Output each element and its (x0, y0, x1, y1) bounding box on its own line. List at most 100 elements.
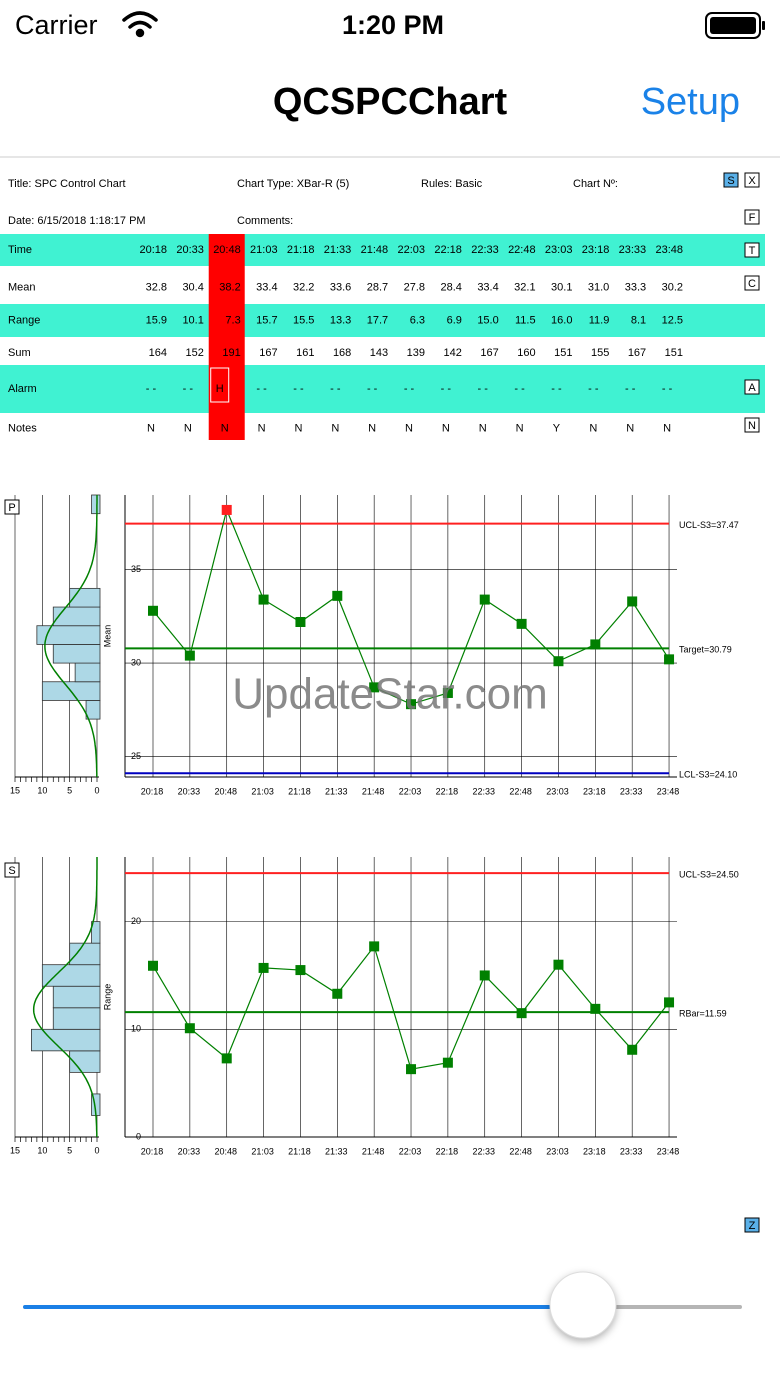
cell: 32.1 (514, 281, 535, 293)
setup-button[interactable]: Setup (641, 81, 740, 123)
slider-thumb[interactable] (549, 1271, 617, 1339)
row-label: Sum (8, 347, 31, 359)
x-tick-label: 21:33 (325, 1146, 348, 1156)
control-limit-label: LCL-S3=24.10 (679, 770, 737, 780)
cell: 161 (296, 347, 314, 359)
wifi-icon (122, 11, 158, 38)
cell: 168 (333, 347, 351, 359)
buttons: S X F T C A N P S Z (4, 172, 760, 1233)
x-tick-label: 22:33 (472, 786, 495, 796)
cell: 11.9 (589, 314, 610, 326)
cell: 7.3 (225, 314, 240, 326)
x-tick-label: 22:48 (509, 786, 532, 796)
cell: 15.0 (477, 314, 498, 326)
data-point (221, 1053, 232, 1064)
cell: 22:18 (434, 244, 462, 256)
cell: 22:03 (397, 244, 425, 256)
button-box (4, 862, 20, 878)
toggle-button[interactable]: N (744, 417, 760, 433)
hist-bar (69, 942, 101, 966)
button-label: X (748, 175, 756, 187)
button-box (744, 242, 760, 258)
header-chart-no: Chart Nº: (573, 178, 618, 190)
y-tick-label: 25 (131, 751, 141, 761)
hist-bar (30, 1028, 101, 1052)
cell: 12.5 (662, 314, 683, 326)
data-point (442, 687, 453, 698)
toggle-button[interactable]: S (4, 862, 20, 878)
cell: - - (588, 383, 599, 395)
toggle-button[interactable]: A (744, 379, 760, 395)
hist-x-tick-label: 5 (67, 785, 72, 795)
data-point (553, 959, 564, 970)
toggle-button[interactable]: F (744, 209, 760, 225)
cell: 152 (186, 347, 204, 359)
y-tick-label: 35 (131, 564, 141, 574)
y-axis-label: Mean (102, 625, 112, 648)
y-tick-label: 10 (131, 1024, 141, 1034)
hist-bar (74, 662, 101, 683)
toggle-button[interactable]: S (723, 172, 739, 188)
zoom-slider[interactable] (23, 1271, 742, 1339)
cell: 30.4 (182, 281, 203, 293)
data-point (406, 1064, 417, 1075)
data-point (627, 1044, 638, 1055)
hist-bar (91, 494, 101, 515)
button-label: F (749, 212, 756, 224)
cell: - - (146, 383, 157, 395)
cell: 38.2 (219, 281, 240, 293)
cell: N (258, 422, 266, 434)
cell: 167 (480, 347, 498, 359)
cell: H (216, 383, 224, 395)
cell: 21:33 (324, 244, 352, 256)
hist-bar (91, 921, 101, 944)
normal-curve (44, 495, 98, 777)
x-tick-label: 21:48 (362, 1146, 385, 1156)
x-tick-label: 22:18 (436, 786, 459, 796)
cell: 33.4 (256, 281, 277, 293)
cell: 155 (591, 347, 609, 359)
data-point (148, 960, 158, 971)
cell: 23:33 (619, 244, 647, 256)
hist-bar (41, 964, 101, 987)
alarm-flag-box (210, 367, 230, 403)
x-tick-label: 21:33 (325, 786, 348, 796)
x-tick-label: 20:33 (178, 786, 201, 796)
toggle-button[interactable]: T (744, 242, 760, 258)
carrier: Carrier (15, 10, 98, 40)
toggle-button[interactable]: P (4, 499, 20, 515)
highlight-column (208, 234, 245, 440)
data-point (553, 656, 564, 667)
toggle-button[interactable]: X (744, 172, 760, 188)
cell: 10.1 (182, 314, 203, 326)
cell: N (405, 422, 413, 434)
hist-x-tick-label: 15 (10, 785, 20, 795)
hist-x-tick-label: 10 (37, 1145, 47, 1155)
toggle-button[interactable]: Z (744, 1217, 760, 1233)
x-tick-label: 23:18 (583, 786, 606, 796)
cell: - - (404, 383, 415, 395)
button-box (744, 379, 760, 395)
cell: 32.2 (293, 281, 314, 293)
toggle-button[interactable]: C (744, 275, 760, 291)
data-point (442, 1057, 453, 1068)
control-limit-label: UCL-S3=37.47 (679, 520, 739, 530)
cell: 27.8 (404, 281, 425, 293)
y-tick-label: 20 (131, 916, 141, 926)
cell: 33.4 (477, 281, 498, 293)
x-tick-label: 22:33 (472, 1146, 495, 1156)
x-tick-label: 20:18 (141, 1146, 164, 1156)
cell: 20:33 (176, 244, 204, 256)
data-point (258, 962, 269, 973)
cell: 23:18 (582, 244, 610, 256)
hist-x-tick-label: 15 (10, 1145, 20, 1155)
hist-bar (52, 644, 101, 664)
data-point (258, 594, 269, 605)
x-tick-label: 20:33 (178, 1146, 201, 1156)
cell: 160 (517, 347, 535, 359)
cell: 31.0 (588, 281, 609, 293)
x-tick-label: 21:03 (251, 786, 274, 796)
row-band (0, 304, 765, 337)
cell: N (184, 422, 192, 434)
button-label: Z (749, 1220, 756, 1232)
